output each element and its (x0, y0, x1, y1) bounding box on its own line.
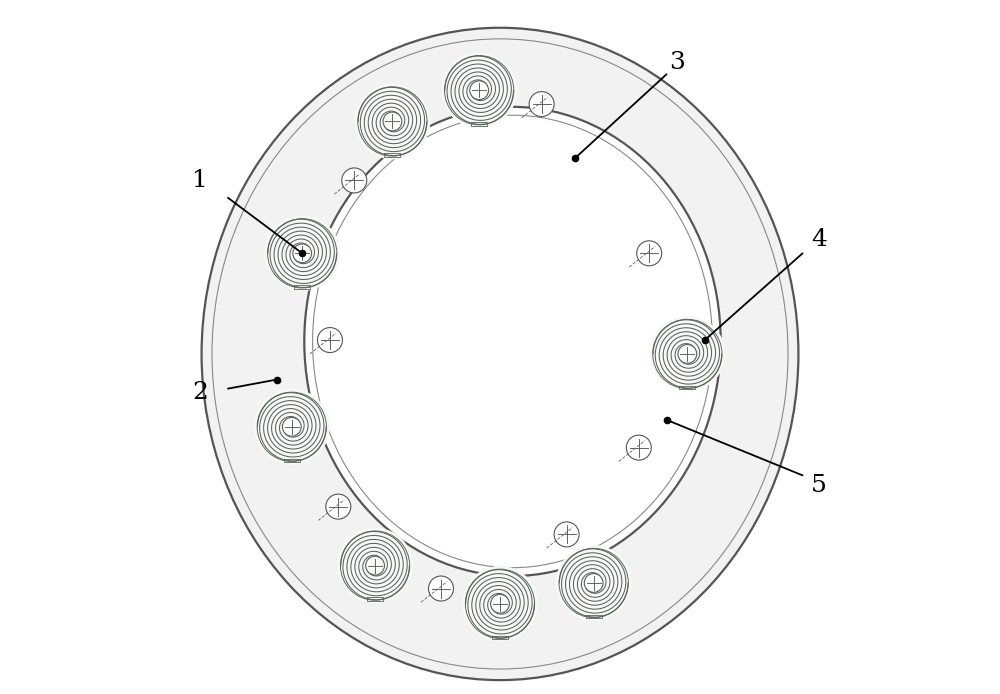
Circle shape (317, 328, 342, 353)
Circle shape (491, 594, 509, 613)
Circle shape (441, 52, 517, 128)
Circle shape (355, 83, 430, 160)
Circle shape (556, 545, 632, 621)
Circle shape (383, 112, 402, 131)
Circle shape (264, 215, 340, 291)
Circle shape (554, 522, 579, 547)
Circle shape (254, 389, 330, 465)
Text: 5: 5 (811, 474, 827, 498)
Circle shape (529, 92, 554, 117)
Circle shape (429, 576, 454, 601)
Circle shape (366, 556, 384, 575)
Circle shape (678, 344, 697, 364)
Circle shape (337, 527, 413, 604)
Circle shape (293, 244, 312, 263)
Circle shape (326, 494, 351, 519)
Circle shape (462, 566, 538, 642)
Text: 2: 2 (192, 380, 208, 404)
Ellipse shape (304, 107, 721, 576)
Circle shape (282, 417, 301, 437)
Text: 3: 3 (669, 51, 685, 74)
Text: 4: 4 (811, 228, 827, 251)
Circle shape (470, 81, 489, 100)
Circle shape (342, 168, 367, 193)
Circle shape (584, 573, 603, 593)
Circle shape (637, 241, 662, 266)
Circle shape (626, 435, 651, 460)
Ellipse shape (202, 28, 798, 680)
Circle shape (649, 316, 725, 392)
Text: 1: 1 (192, 169, 208, 192)
